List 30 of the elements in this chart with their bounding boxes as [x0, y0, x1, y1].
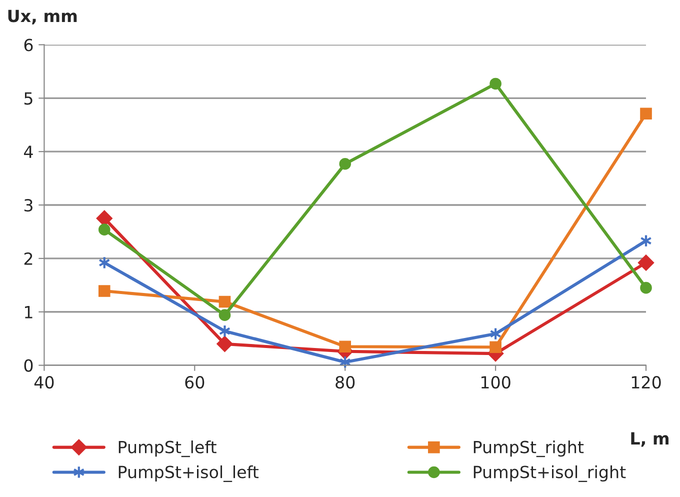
x-tick-label: 40 [34, 376, 54, 389]
y-tick-label: 4 [24, 146, 33, 158]
y-tick-label: 6 [24, 38, 33, 52]
legend-label: PumpSt_right [474, 440, 584, 458]
point [339, 158, 352, 170]
point [216, 336, 233, 352]
point [218, 309, 231, 321]
point [218, 296, 231, 308]
y-axis-title: Ux, mm [8, 10, 77, 24]
legend-label: PumpSt+isol_right [474, 465, 626, 482]
x-tick-label: 80 [336, 376, 355, 389]
point [638, 254, 654, 271]
point [640, 282, 652, 294]
x-tick-label: 100 [481, 376, 510, 389]
y-tick-label: 1 [25, 306, 32, 318]
y-tick-label: 0 [24, 359, 33, 372]
legend-label: PumpSt_left [118, 440, 216, 458]
point [640, 108, 652, 120]
point [98, 285, 110, 297]
point [98, 224, 110, 236]
x-axis-title: L, m [631, 432, 668, 447]
point [490, 78, 502, 90]
legend-label: PumpSt+isol_left [118, 465, 259, 482]
point [339, 340, 352, 352]
point [490, 341, 502, 354]
y-tick-label: 3 [24, 198, 32, 212]
y-tick-label: 5 [24, 92, 32, 105]
x-tick-label: 60 [185, 376, 204, 389]
y-tick-label: 2 [24, 252, 32, 265]
x-tick-label: 120 [632, 376, 661, 389]
